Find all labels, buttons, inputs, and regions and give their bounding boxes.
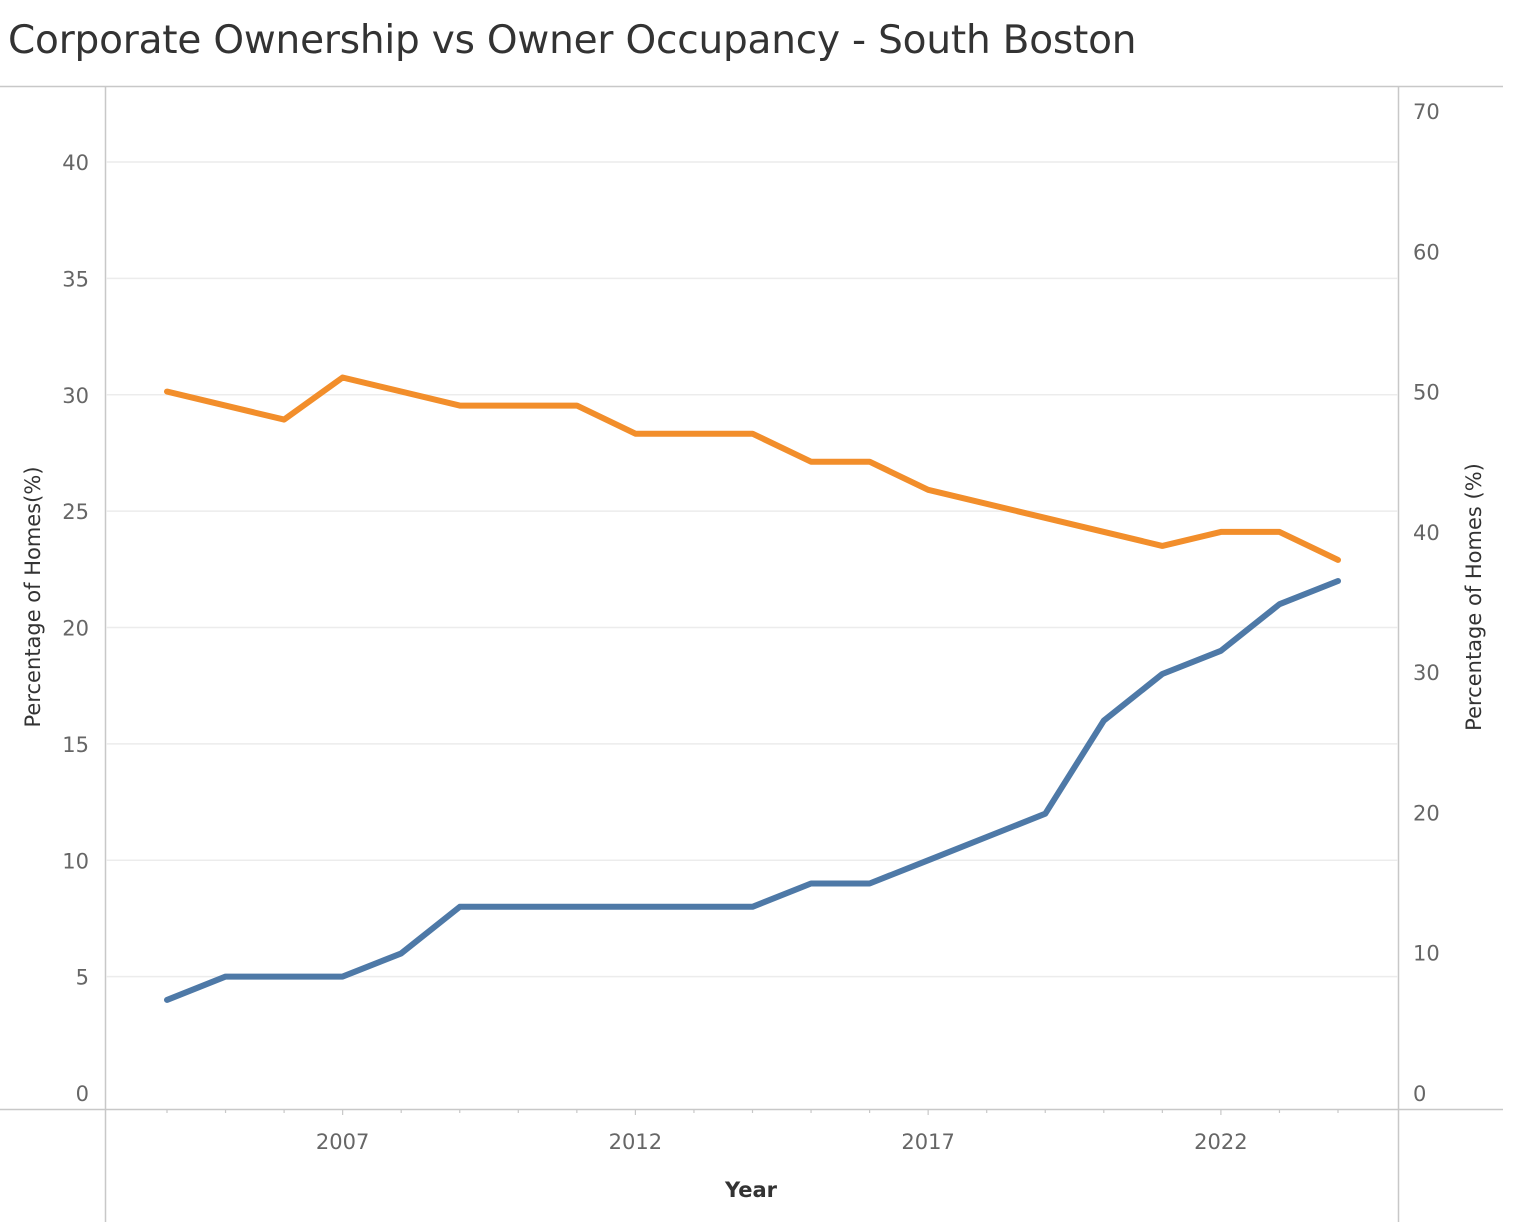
right-tick-label-50: 50 — [1413, 381, 1440, 405]
left-tick-label-30: 30 — [62, 384, 89, 408]
left-axis-series-line — [164, 578, 1341, 1003]
left-tick-label-25: 25 — [62, 500, 89, 524]
left-tick-label-20: 20 — [62, 617, 89, 641]
x-axis-title: Year — [724, 1178, 778, 1202]
right-tick-label-60: 60 — [1413, 240, 1440, 264]
right-axis-title: Percentage of Homes (%) — [1462, 463, 1486, 731]
right-axis-ticks: 0 10 20 30 40 50 60 70 — [1413, 100, 1440, 1106]
x-tick-label-2012: 2012 — [609, 1130, 662, 1154]
right-tick-label-20: 20 — [1413, 801, 1440, 825]
right-tick-label-0: 0 — [1413, 1082, 1426, 1106]
right-axis-series-line — [164, 374, 1341, 563]
left-tick-label-10: 10 — [62, 849, 89, 873]
x-tick-label-2007: 2007 — [316, 1130, 369, 1154]
x-tick-marks — [166, 1109, 1339, 1115]
x-tick-label-2017: 2017 — [901, 1130, 954, 1154]
left-axis-ticks: 0 5 10 15 20 25 30 35 40 — [62, 151, 89, 1106]
chart-frame — [0, 85, 1503, 1222]
left-tick-label-15: 15 — [62, 733, 89, 757]
left-axis-title: Percentage of Homes(%) — [21, 466, 45, 727]
left-tick-label-35: 35 — [62, 267, 89, 291]
left-tick-label-0: 0 — [76, 1082, 89, 1106]
x-tick-label-2022: 2022 — [1194, 1130, 1247, 1154]
x-axis-ticks: 2007 2012 2017 2022 — [316, 1130, 1248, 1154]
left-tick-label-40: 40 — [62, 151, 89, 175]
gridlines — [106, 161, 1398, 978]
chart-title: Corporate Ownership vs Owner Occupancy -… — [8, 18, 1137, 63]
series-lines — [164, 374, 1341, 1003]
right-tick-label-30: 30 — [1413, 661, 1440, 685]
left-tick-label-5: 5 — [76, 966, 89, 990]
right-tick-label-70: 70 — [1413, 100, 1440, 124]
right-tick-label-40: 40 — [1413, 521, 1440, 545]
right-tick-label-10: 10 — [1413, 942, 1440, 966]
